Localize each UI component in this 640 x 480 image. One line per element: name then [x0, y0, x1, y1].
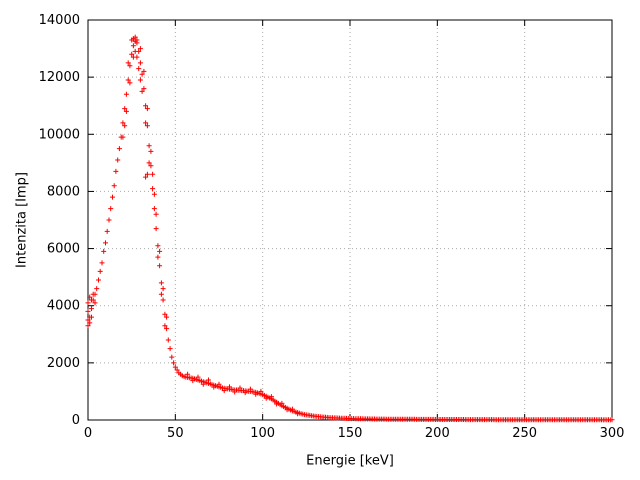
x-tick-label: 250 — [512, 426, 537, 441]
x-tick-label: 200 — [425, 426, 450, 441]
x-tick-label: 300 — [600, 426, 625, 441]
y-tick-label: 8000 — [47, 184, 80, 199]
y-tick-label: 4000 — [47, 299, 80, 314]
data-points — [85, 34, 615, 423]
x-axis-title: Energie [keV] — [306, 453, 394, 469]
x-tick-label: 150 — [338, 426, 363, 441]
y-tick-label: 0 — [72, 413, 80, 428]
y-tick-label: 10000 — [39, 127, 80, 142]
x-tick-label: 0 — [84, 426, 92, 441]
y-tick-label: 6000 — [47, 242, 80, 257]
y-tick-label: 14000 — [39, 13, 80, 28]
x-tick-label: 100 — [250, 426, 275, 441]
x-tick-label: 50 — [167, 426, 184, 441]
y-tick-label: 2000 — [47, 356, 80, 371]
y-axis-title: Intenzita [Imp] — [14, 172, 30, 268]
y-tick-label: 12000 — [39, 70, 80, 85]
